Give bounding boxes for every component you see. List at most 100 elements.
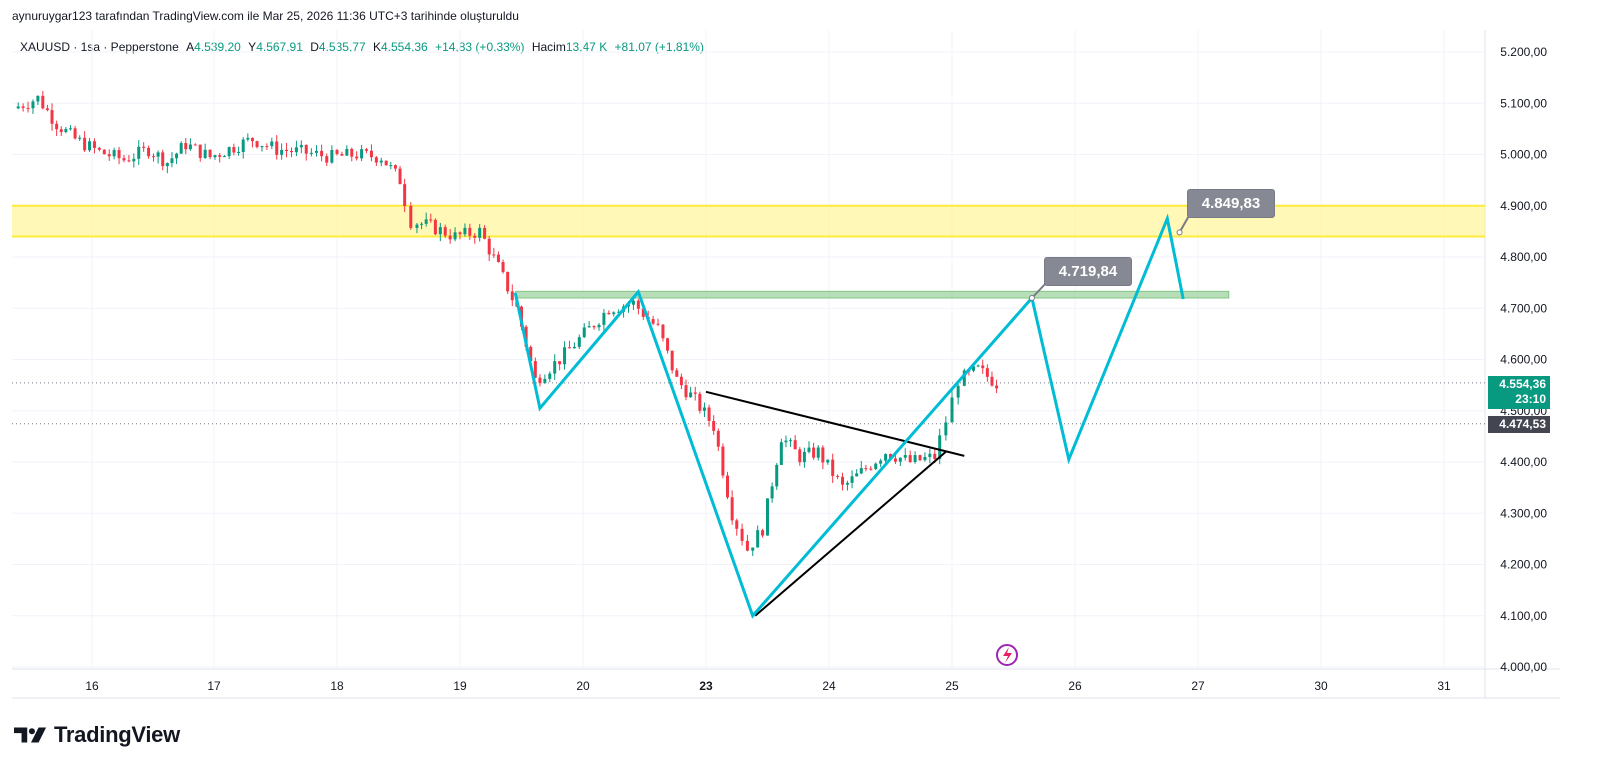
candle-body [232, 147, 236, 153]
change-value: +14,83 (+0,33%) [435, 40, 525, 54]
candle-body [350, 148, 354, 157]
candle-body [784, 440, 788, 443]
candle-body [612, 312, 616, 315]
x-tick-label: 18 [330, 679, 344, 693]
candle-body [859, 468, 863, 474]
candle-body [374, 157, 378, 163]
lightning-icon [1003, 647, 1012, 663]
candle-body [285, 149, 289, 151]
candle-body [107, 154, 111, 157]
candle-body [325, 156, 329, 163]
candle-body [879, 460, 883, 464]
candle-body [179, 143, 183, 154]
candle-body [850, 476, 854, 483]
candle-body [675, 370, 679, 377]
candle-body [112, 150, 116, 157]
candle-body [543, 378, 547, 384]
target2-callout[interactable]: 4.849,83 [1187, 189, 1275, 218]
candle-body [21, 106, 25, 108]
candle-body [548, 373, 552, 379]
triangle-trendline-1 [705, 390, 965, 457]
candle-body [429, 219, 433, 221]
candle-body [670, 350, 674, 371]
y-tick-label: 4.800,00 [1500, 250, 1547, 264]
x-tick-label: 24 [822, 679, 836, 693]
candle-body [726, 475, 730, 498]
candle-body [424, 219, 428, 224]
candle-body [567, 347, 571, 349]
candle-body [985, 368, 989, 377]
volume-value: 13,47 K [565, 40, 608, 54]
candle-body [147, 147, 151, 157]
candle-body [656, 323, 660, 325]
candle-body [433, 219, 437, 235]
bar-countdown: 23:10 [1515, 392, 1546, 406]
tradingview-brand[interactable]: TradingView [14, 722, 180, 748]
candle-body [492, 254, 496, 256]
candle-body [698, 393, 702, 411]
y-tick-label: 4.900,00 [1500, 199, 1547, 213]
candle-body [68, 128, 72, 130]
candle-body [950, 397, 954, 423]
anchor-point-2 [1176, 229, 1183, 236]
anchor-point-1 [1028, 295, 1035, 301]
harmonic-pattern-path [513, 213, 1185, 619]
candle-body [798, 449, 802, 463]
ohlc-legend: XAUUSD · 1sa · Pepperstone A4.539,20 Y4.… [20, 40, 704, 54]
candle-body [453, 232, 457, 240]
candle-body [730, 497, 734, 521]
candle-body [908, 455, 912, 462]
y-tick-label: 5.200,00 [1500, 45, 1547, 59]
x-tick-label: 19 [453, 679, 467, 693]
candle-body [289, 150, 293, 153]
candle-body [222, 156, 226, 158]
candle-body [330, 150, 334, 163]
target1-callout[interactable]: 4.719,84 [1044, 257, 1132, 286]
candle-body [320, 150, 324, 157]
candle-body [218, 155, 222, 157]
candle-body [132, 158, 136, 162]
candle-body [448, 235, 452, 240]
candle-body [50, 110, 54, 124]
candle-body [483, 227, 487, 239]
symbol-label[interactable]: XAUUSD · 1sa · Pepperstone [20, 40, 179, 54]
candle-body [631, 300, 635, 305]
candle-body [280, 149, 284, 155]
candle-body [641, 308, 645, 317]
candle-body [538, 377, 542, 384]
x-tick-label: 25 [945, 679, 959, 693]
candle-body [836, 475, 840, 477]
candle-body [592, 326, 596, 328]
candle-body [117, 150, 121, 159]
candle-body [137, 146, 141, 159]
candle-body [770, 486, 774, 499]
candle-body [721, 446, 725, 476]
candle-body [365, 149, 369, 151]
events-icon[interactable] [996, 644, 1018, 666]
candle-body [855, 473, 859, 477]
candle-body [529, 346, 533, 362]
volume-change: +81,07 (+1,81%) [614, 40, 704, 54]
candle-body [684, 385, 688, 398]
candle-body [812, 447, 816, 458]
candle-body [97, 147, 101, 150]
high-label: Y [248, 40, 257, 54]
attribution: aynuruygar123 tarafından TradingView.com… [12, 9, 519, 23]
candle-body [923, 456, 927, 461]
y-tick-label: 4.400,00 [1500, 455, 1547, 469]
candle-body [213, 155, 217, 158]
candle-body [36, 95, 40, 102]
candle-body [59, 129, 63, 133]
candle-body [345, 148, 349, 156]
candle-body [506, 271, 510, 292]
candle-body [807, 447, 811, 452]
candle-body [369, 150, 373, 158]
candle-body [956, 385, 960, 398]
candle-body [874, 463, 878, 470]
candle-body [533, 361, 537, 378]
candle-body [582, 327, 586, 338]
candle-body [702, 407, 706, 411]
y-tick-label: 4.300,00 [1500, 506, 1547, 520]
candle-body [976, 365, 980, 367]
